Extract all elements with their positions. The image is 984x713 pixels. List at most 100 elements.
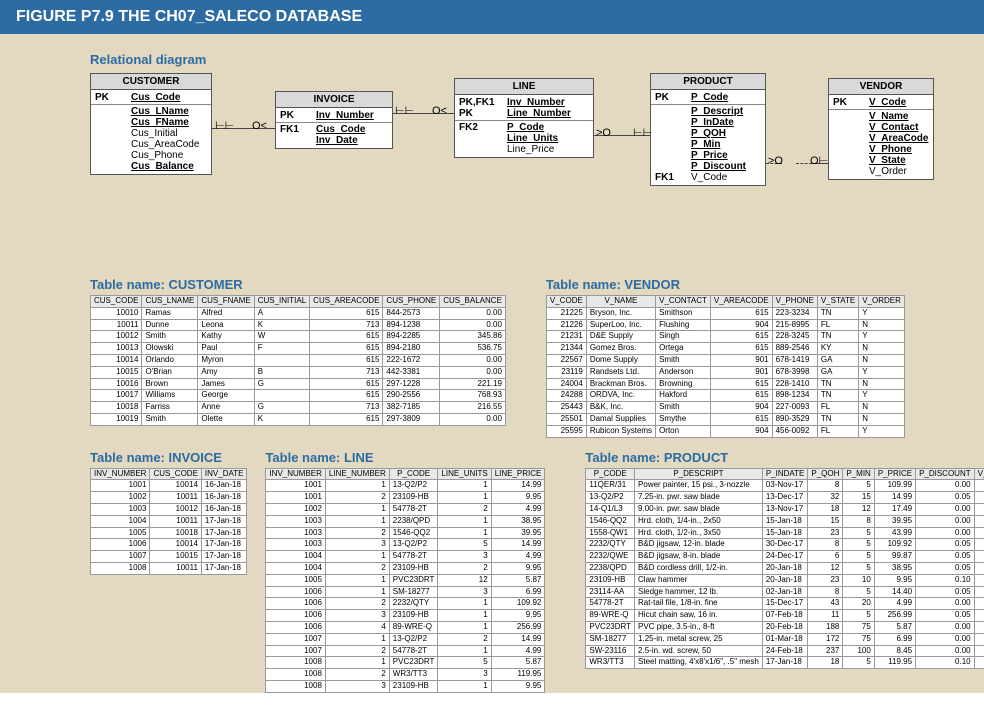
table-cell: 03-Nov-17 <box>762 480 808 492</box>
table-cell: 4.99 <box>491 503 545 515</box>
table-cell: 17-Jan-18 <box>762 657 808 669</box>
table-cell: 16-Jan-18 <box>201 480 247 492</box>
table-header: LINE_NUMBER <box>325 468 389 480</box>
table-cell: Dunne <box>142 319 198 331</box>
table-cell: 442-3381 <box>383 366 440 378</box>
table-cell: 0.00 <box>440 413 506 425</box>
attr: V_Name <box>865 111 912 122</box>
table-cell: SM-18277 <box>389 586 438 598</box>
table-row: 24004Brackman Bros.Browning615228-1410TN… <box>546 378 904 390</box>
table-cell: GA <box>817 354 858 366</box>
table-cell: 1008 <box>266 680 325 692</box>
table-cell: 297-1228 <box>383 378 440 390</box>
table-cell: 10019 <box>91 413 142 425</box>
table-cell: 904 <box>710 425 772 437</box>
table-name: Table name: CUSTOMER <box>90 277 506 292</box>
table-cell: 75 <box>843 633 874 645</box>
table-cell: N <box>859 343 905 355</box>
table-cell: 8 <box>808 539 843 551</box>
table-cell: 2232/QTY <box>389 598 438 610</box>
table-cell: FL <box>817 402 858 414</box>
fk-label: FK1 <box>651 172 687 183</box>
table-cell: 216.55 <box>440 402 506 414</box>
table-header: P_PRICE <box>874 468 915 480</box>
table-cell: 615 <box>710 331 772 343</box>
table-cell: 109.99 <box>874 480 915 492</box>
table-row: 14-Q1/L39.00-in. pwr. saw blade13-Nov-17… <box>586 503 984 515</box>
table-cell: 1001 <box>266 492 325 504</box>
table-cell: 15-Jan-18 <box>762 527 808 539</box>
figure-title: FIGURE P7.9 THE CH07_SALECO DATABASE <box>0 0 984 34</box>
relational-diagram-heading: Relational diagram <box>90 52 914 67</box>
attr: Cus_Phone <box>127 150 187 161</box>
table-cell: A <box>254 307 309 319</box>
table-cell: 1 <box>325 574 389 586</box>
table-cell: B&D cordless drill, 1/2-in. <box>635 562 763 574</box>
table-cell: 01-Mar-18 <box>762 633 808 645</box>
attr: Cus_FName <box>127 117 193 128</box>
table-cell: B&K, Inc. <box>586 402 655 414</box>
table-cell: 345.86 <box>440 331 506 343</box>
table-cell: TN <box>817 307 858 319</box>
table-cell: 1 <box>438 598 491 610</box>
table-cell: Rat-tail file, 1/8-in. fine <box>635 598 763 610</box>
table-row: 10018FarrissAnneG713382-7185216.55 <box>91 402 506 414</box>
table-cell: Dome Supply <box>586 354 655 366</box>
table-cell: Hakford <box>656 390 711 402</box>
table-row: 10071001517-Jan-18 <box>91 551 247 563</box>
table-row: 100321546-QQ2139.95 <box>266 527 545 539</box>
table-row: 1001113-Q2/P2114.99 <box>266 480 545 492</box>
table-cell: 2 <box>325 492 389 504</box>
table-cell: 1.25-in. metal screw, 25 <box>635 633 763 645</box>
table-cell: 1 <box>438 610 491 622</box>
table-cell: 21225 <box>974 574 984 586</box>
table-cell: 13-Q2/P2 <box>586 492 635 504</box>
table-row: 2232/QTYB&D jigsaw, 12-in. blade30-Dec-1… <box>586 539 984 551</box>
table-cell: 4 <box>325 621 389 633</box>
table-row: 25595Rubicon SystemsOrton904456-0092FLY <box>546 425 904 437</box>
table-cell: 1004 <box>266 551 325 563</box>
table-cell: Damal Supplies <box>586 413 655 425</box>
table-cell: 17-Jan-18 <box>201 551 247 563</box>
table-row: 1004154778-2T34.99 <box>266 551 545 563</box>
table-cell: 8 <box>808 586 843 598</box>
table-cell: 4.99 <box>491 645 545 657</box>
table-cell: 0.00 <box>916 527 975 539</box>
table-cell: Rubicon Systems <box>586 425 655 437</box>
table-cell: 25595 <box>546 425 586 437</box>
table-cell: 5 <box>843 539 874 551</box>
table-cell <box>974 621 984 633</box>
table-header: CUS_INITIAL <box>254 296 309 308</box>
table-cell: 2 <box>325 645 389 657</box>
table-cell <box>974 586 984 598</box>
table-cell: 10014 <box>150 480 201 492</box>
table-cell: 713 <box>310 366 383 378</box>
table-cell: 678-3998 <box>772 366 817 378</box>
table-header: P_QOH <box>808 468 843 480</box>
table-cell: 1005 <box>266 574 325 586</box>
table-cell: 75 <box>843 621 874 633</box>
table-cell: 9.00-in. pwr. saw blade <box>635 503 763 515</box>
table-cell: 0.00 <box>916 480 975 492</box>
table-cell: 17-Jan-18 <box>201 539 247 551</box>
attr: Cus_LName <box>127 106 193 117</box>
table-row: 10031001216-Jan-18 <box>91 503 247 515</box>
table-row: 10016BrownJamesG615297-1228221.19 <box>91 378 506 390</box>
attr: Inv_Number <box>503 97 569 108</box>
table-row: 10081PVC23DRT55.87 <box>266 657 545 669</box>
table-cell: 894-1238 <box>383 319 440 331</box>
table-header: V_STATE <box>817 296 858 308</box>
table-header: INV_NUMBER <box>266 468 325 480</box>
table-cell: N <box>859 413 905 425</box>
table-cell <box>254 390 309 402</box>
table-cell: 1 <box>325 633 389 645</box>
table-cell: F <box>254 343 309 355</box>
table-cell: G <box>254 378 309 390</box>
table-cell: Kathy <box>198 331 254 343</box>
table-cell: 07-Feb-18 <box>762 610 808 622</box>
table-row: 10061SM-1827736.99 <box>266 586 545 598</box>
table-cell: Y <box>859 307 905 319</box>
table-cell: 10018 <box>150 527 201 539</box>
table-cell: Anderson <box>656 366 711 378</box>
table-cell: 21344 <box>974 598 984 610</box>
